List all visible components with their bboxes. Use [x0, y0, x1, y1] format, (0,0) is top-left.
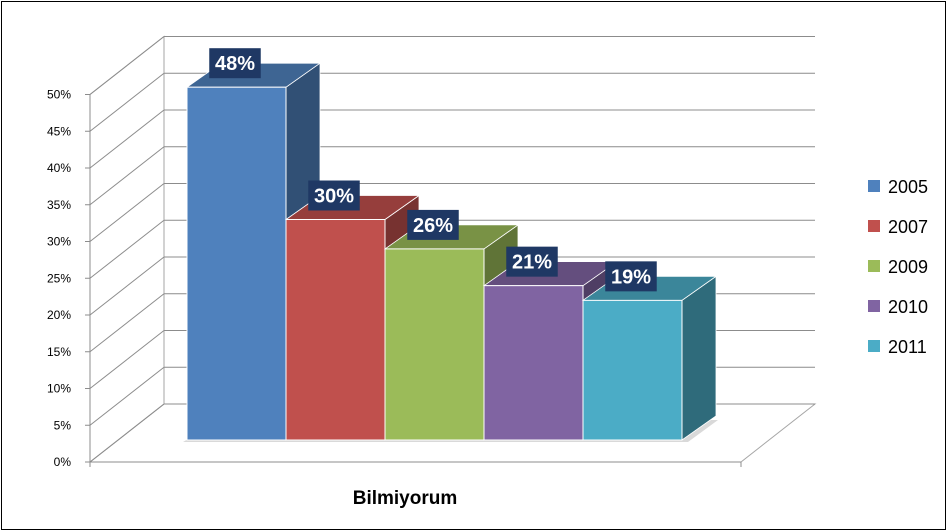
- data-label-box: [407, 209, 459, 240]
- bar-2007: [285, 219, 386, 441]
- legend-label: 2011: [888, 337, 927, 357]
- legend-label: 2010: [888, 297, 928, 317]
- gridline-diagonal: [89, 183, 165, 242]
- gridline-diagonal: [89, 146, 165, 206]
- gridline-diagonal: [89, 366, 165, 426]
- y-tick-label: 0%: [54, 455, 72, 469]
- data-label: 30%: [314, 186, 354, 208]
- y-tick-label: 40%: [47, 161, 71, 175]
- y-tick-label: 30%: [47, 235, 71, 249]
- y-tick-label: 15%: [47, 345, 71, 359]
- y-tick-label: 20%: [47, 308, 71, 322]
- legend-swatch-2005: [868, 180, 880, 192]
- y-tick-label: 45%: [47, 124, 71, 138]
- legend-swatch-2010: [868, 300, 880, 312]
- gridline-diagonal: [89, 72, 165, 132]
- data-label-box: [605, 261, 657, 292]
- data-label-box: [506, 246, 558, 277]
- bar-2011-side: [681, 275, 717, 441]
- y-tick-label: 25%: [47, 271, 71, 285]
- bar-2009: [384, 248, 485, 441]
- y-tick-label: 50%: [47, 88, 71, 102]
- bar-2010: [483, 285, 584, 441]
- legend-swatch-2009: [868, 260, 880, 272]
- legend-swatch-2011: [868, 340, 880, 352]
- gridline-diagonal: [89, 36, 165, 95]
- gridline-diagonal: [89, 330, 165, 389]
- legend-swatch-2007: [868, 220, 880, 232]
- y-tick-label: 5%: [54, 418, 72, 432]
- gridline-diagonal: [89, 293, 165, 353]
- bar-2011: [582, 299, 683, 441]
- y-tick-label: 10%: [47, 382, 71, 396]
- data-label: 19%: [611, 266, 651, 288]
- gridline-diagonal: [89, 256, 165, 316]
- data-label-box: [308, 180, 360, 211]
- legend-label: 2007: [888, 217, 928, 237]
- legend-label: 2005: [888, 177, 928, 197]
- legend-label: 2009: [888, 257, 928, 277]
- gridline-diagonal: [89, 403, 165, 463]
- data-label: 21%: [512, 252, 552, 274]
- bar-2005: [186, 86, 287, 441]
- data-label: 48%: [215, 53, 255, 75]
- gridline-diagonal: [89, 109, 165, 169]
- y-tick-label: 35%: [47, 198, 71, 212]
- gridline-diagonal: [89, 219, 165, 279]
- data-label: 26%: [413, 215, 453, 237]
- data-label-box: [209, 48, 261, 79]
- x-category-label: Bilmiyorum: [353, 488, 458, 509]
